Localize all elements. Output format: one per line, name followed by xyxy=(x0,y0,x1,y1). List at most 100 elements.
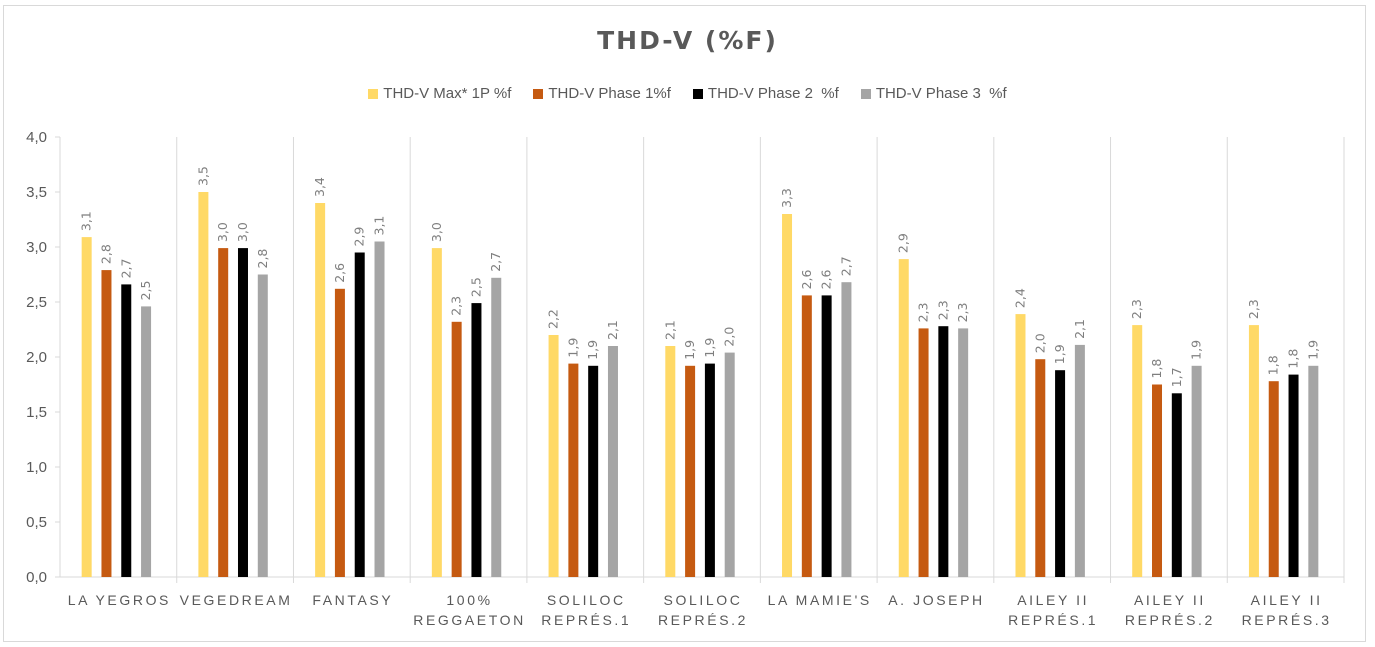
chart-title: THD-V (%F) xyxy=(597,26,778,55)
data-label: 2,8 xyxy=(255,249,270,269)
bar xyxy=(1152,384,1163,577)
bar xyxy=(1055,370,1066,577)
y-tick-label: 0,0 xyxy=(26,569,47,586)
data-label: 2,0 xyxy=(722,327,737,347)
bar xyxy=(1308,365,1319,577)
data-label: 2,6 xyxy=(819,269,834,289)
bar xyxy=(782,214,793,577)
data-label: 2,1 xyxy=(662,320,677,340)
data-label: 2,7 xyxy=(838,256,853,276)
bar xyxy=(898,259,909,577)
bar xyxy=(958,328,969,577)
bar xyxy=(1035,359,1046,577)
data-label: 1,9 xyxy=(682,340,697,360)
bar xyxy=(101,270,112,577)
x-tick-label: REPRÉS.2 xyxy=(1125,612,1215,628)
x-tick-label: A. JOSEPH xyxy=(888,592,985,608)
legend-swatch xyxy=(860,88,871,99)
data-label: 3,1 xyxy=(372,216,387,236)
bar xyxy=(801,295,812,577)
data-label: 3,3 xyxy=(779,188,794,208)
data-label: 2,3 xyxy=(1129,299,1144,319)
bar xyxy=(121,284,132,577)
y-tick-label: 3,5 xyxy=(26,184,47,201)
legend-label: THD-V Phase 2 %f xyxy=(707,85,839,102)
bar xyxy=(1248,325,1259,577)
bar xyxy=(685,365,696,577)
bar xyxy=(198,192,209,577)
x-tick-label: REPRÉS.3 xyxy=(1242,612,1332,628)
data-label: 3,0 xyxy=(235,222,250,242)
data-label: 1,8 xyxy=(1149,359,1164,379)
x-tick-label: REPRÉS.1 xyxy=(1008,612,1098,628)
x-tick-label: SOLILOC xyxy=(664,592,743,608)
bar xyxy=(704,363,715,577)
data-label: 2,0 xyxy=(1032,333,1047,353)
bar xyxy=(938,326,949,577)
bar xyxy=(1171,393,1182,577)
data-label: 1,7 xyxy=(1169,367,1184,387)
bar xyxy=(841,282,852,577)
bar xyxy=(588,365,599,577)
data-label: 2,7 xyxy=(118,259,133,279)
bar xyxy=(568,363,579,577)
data-label: 3,1 xyxy=(79,211,94,231)
bar xyxy=(1288,374,1299,577)
data-label: 2,3 xyxy=(955,303,970,323)
bar xyxy=(918,328,929,577)
legend-swatch xyxy=(368,88,379,99)
x-tick-label: AILEY II xyxy=(1134,592,1206,608)
data-label: 3,4 xyxy=(312,177,327,197)
legend-item[interactable]: THD-V Phase 1%f xyxy=(533,85,671,102)
y-tick-label: 2,0 xyxy=(26,349,47,366)
y-tick-label: 4,0 xyxy=(26,129,47,146)
legend-item[interactable]: THD-V Phase 3 %f xyxy=(860,85,1007,102)
x-tick-label: 100% xyxy=(446,592,492,608)
data-label: 2,3 xyxy=(449,296,464,316)
data-label: 2,3 xyxy=(935,300,950,320)
data-label: 1,9 xyxy=(565,338,580,358)
bar xyxy=(237,248,248,577)
bar xyxy=(218,248,229,577)
bar xyxy=(374,241,385,577)
bar xyxy=(431,248,442,577)
data-label: 3,0 xyxy=(429,222,444,242)
legend-label: THD-V Phase 1%f xyxy=(548,85,671,102)
x-tick-label: AILEY II xyxy=(1017,592,1089,608)
legend-swatch xyxy=(692,88,703,99)
x-tick-label: VEGEDREAM xyxy=(180,592,293,608)
bar xyxy=(1015,314,1026,577)
y-tick-label: 2,5 xyxy=(26,294,47,311)
bar xyxy=(1191,365,1202,577)
x-tick-label: REPRÉS.1 xyxy=(541,612,631,628)
data-label: 2,9 xyxy=(896,233,911,253)
x-tick-label: REGGAETON xyxy=(413,612,526,628)
legend-item[interactable]: THD-V Phase 2 %f xyxy=(692,85,839,102)
bar xyxy=(607,346,618,577)
legend-item[interactable]: THD-V Max* 1P %f xyxy=(368,85,511,102)
data-label: 1,8 xyxy=(1266,355,1281,375)
legend: THD-V Max* 1P %f THD-V Phase 1%f THD-V Pha… xyxy=(0,85,1375,102)
bar xyxy=(1132,325,1143,577)
y-tick-label: 1,5 xyxy=(26,404,47,421)
bar xyxy=(724,352,735,577)
data-label: 2,1 xyxy=(605,320,620,340)
bar xyxy=(257,274,268,577)
data-label: 2,9 xyxy=(352,227,367,247)
x-tick-label: FANTASY xyxy=(312,592,393,608)
x-tick-label: LA YEGROS xyxy=(68,592,171,608)
bar xyxy=(821,295,832,577)
data-label: 1,9 xyxy=(1052,344,1067,364)
data-label: 1,8 xyxy=(1286,349,1301,369)
bar xyxy=(315,203,326,577)
data-label: 3,5 xyxy=(195,166,210,186)
data-label: 2,5 xyxy=(468,277,483,297)
data-label: 1,9 xyxy=(702,338,717,358)
data-label: 2,4 xyxy=(1012,288,1027,308)
y-tick-label: 0,5 xyxy=(26,514,47,531)
x-tick-label: LA MAMIE'S xyxy=(768,592,872,608)
data-label: 2,6 xyxy=(799,269,814,289)
bar xyxy=(354,252,365,577)
bar xyxy=(451,321,462,577)
legend-swatch xyxy=(533,88,544,99)
